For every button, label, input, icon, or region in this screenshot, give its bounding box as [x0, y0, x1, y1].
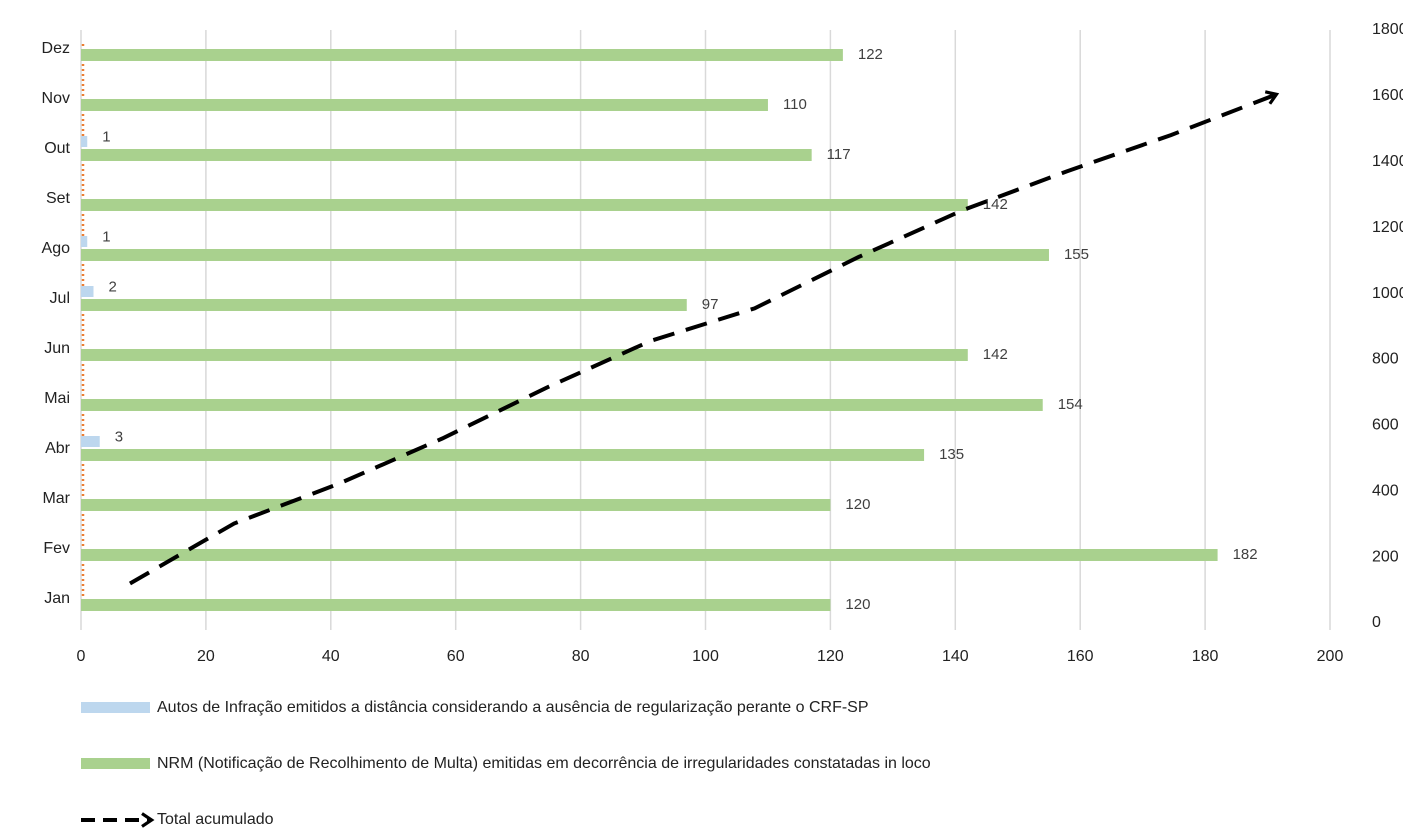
y-tick-label: Abr: [45, 440, 71, 457]
x-tick-label: 120: [817, 648, 844, 665]
y-tick-label: Ago: [42, 240, 71, 257]
bar: [81, 136, 88, 147]
y2-tick-label: 1000: [1372, 285, 1403, 302]
x-tick-label: 160: [1067, 648, 1094, 665]
bar: [81, 449, 925, 461]
bar: [81, 549, 1218, 561]
legend-label: Total acumulado: [157, 811, 274, 828]
y2-tick-label: 400: [1372, 482, 1399, 499]
y-tick-label: Fev: [43, 540, 70, 557]
bar: [81, 49, 843, 61]
x-tick-label: 180: [1192, 648, 1219, 665]
y-tick-label: Mar: [42, 490, 70, 507]
legend-swatch: [81, 702, 150, 713]
y2-tick-label: 1600: [1372, 87, 1403, 104]
total-line: [129, 90, 1280, 586]
value-label: 110: [783, 96, 807, 113]
bar: [81, 199, 968, 211]
y-tick-label: Mai: [44, 390, 70, 407]
value-label: 2: [108, 278, 116, 295]
value-label: 120: [845, 496, 870, 513]
value-label: 142: [983, 196, 1008, 213]
bar: [81, 99, 768, 111]
bar: [81, 349, 968, 361]
y-tick-label: Nov: [42, 90, 70, 107]
y2-tick-label: 800: [1372, 351, 1399, 368]
y-tick-label: Jun: [44, 340, 70, 357]
value-label: 135: [939, 446, 964, 463]
x-tick-label: 0: [77, 648, 86, 665]
value-label: 3: [115, 428, 123, 445]
x-tick-label: 20: [197, 648, 215, 665]
legend-swatch: [81, 758, 150, 769]
value-label: 117: [827, 146, 851, 163]
y2-tick-label: 1800: [1372, 21, 1403, 38]
bar: [81, 299, 687, 311]
value-label: 1: [102, 228, 110, 245]
y2-tick-label: 1200: [1372, 219, 1403, 236]
value-label: 120: [845, 596, 870, 613]
bar: [81, 599, 831, 611]
legend-label: NRM (Notificação de Recolhimento de Mult…: [157, 755, 931, 772]
value-label: 154: [1058, 396, 1083, 413]
x-tick-label: 60: [447, 648, 465, 665]
y-tick-label: Dez: [42, 40, 70, 57]
legend-label: Autos de Infração emitidos a distância c…: [157, 699, 869, 716]
bar: [81, 236, 88, 247]
x-tick-label: 40: [322, 648, 340, 665]
bar: [81, 436, 100, 447]
value-label: 1: [102, 128, 110, 145]
value-label: 142: [983, 346, 1008, 363]
y2-tick-label: 1400: [1372, 153, 1403, 170]
bar: [81, 249, 1049, 261]
bar: [81, 286, 94, 297]
y-tick-label: Jul: [50, 290, 70, 307]
x-tick-label: 100: [692, 648, 719, 665]
y2-tick-label: 600: [1372, 417, 1399, 434]
value-label: 155: [1064, 246, 1089, 263]
value-label: 122: [858, 46, 883, 63]
x-tick-label: 140: [942, 648, 969, 665]
x-tick-label: 80: [572, 648, 590, 665]
y2-tick-label: 200: [1372, 548, 1399, 565]
value-label: 97: [702, 296, 719, 313]
y-tick-label: Set: [46, 190, 71, 207]
x-tick-label: 200: [1317, 648, 1344, 665]
y-tick-label: Jan: [44, 590, 70, 607]
value-label: 182: [1233, 546, 1258, 563]
bar: [81, 399, 1043, 411]
y2-tick-label: 0: [1372, 614, 1381, 631]
y-tick-label: Out: [44, 140, 70, 157]
bar: [81, 149, 812, 161]
bar: [81, 499, 831, 511]
